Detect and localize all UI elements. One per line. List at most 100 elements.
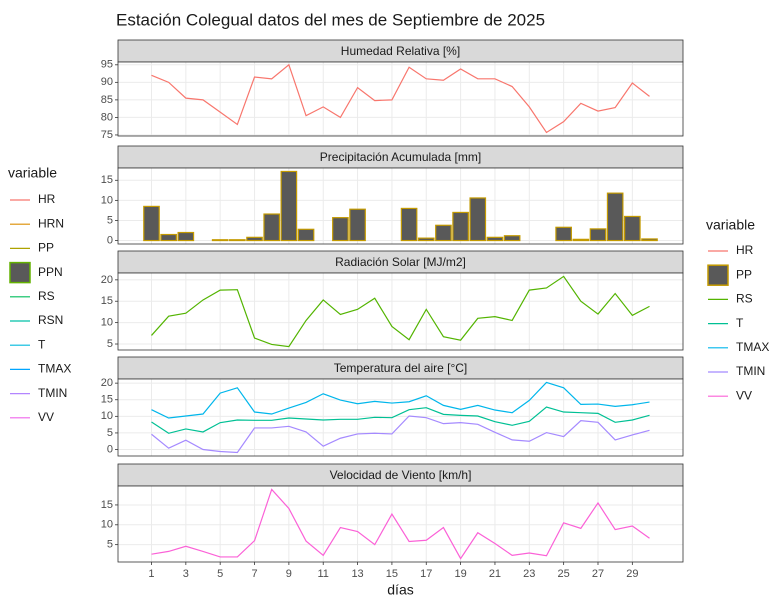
legend-label: HRN xyxy=(38,216,64,230)
y-tick-label: 75 xyxy=(101,129,113,141)
bar xyxy=(177,231,195,242)
y-tick-label: 10 xyxy=(101,519,113,531)
bar xyxy=(417,237,435,242)
x-tick-label: 27 xyxy=(592,568,604,580)
strip-label: Humedad Relativa [%] xyxy=(341,44,460,58)
strip-label: Velocidad de Viento [km/h] xyxy=(330,468,472,482)
series-line xyxy=(151,406,650,434)
x-tick-label: 23 xyxy=(523,568,535,580)
x-tick-label: 1 xyxy=(148,568,154,580)
bar xyxy=(160,233,177,242)
x-tick-label: 25 xyxy=(558,568,570,580)
legend-label: HR xyxy=(38,192,56,206)
panel xyxy=(118,62,683,136)
bar xyxy=(486,236,504,242)
y-tick-label: 5 xyxy=(107,214,113,226)
x-tick-label: 11 xyxy=(318,568,329,580)
panel xyxy=(118,273,683,350)
bar xyxy=(641,238,658,242)
x-axis-label: días xyxy=(387,582,413,597)
bar xyxy=(435,224,452,242)
legend-label: PP xyxy=(38,241,54,255)
y-tick-label: 0 xyxy=(107,443,113,455)
legend-label: RSN xyxy=(38,313,63,327)
legend-key xyxy=(9,261,31,284)
y-tick-label: 15 xyxy=(101,394,113,406)
x-tick-label: 21 xyxy=(489,568,501,580)
x-tick-label: 7 xyxy=(251,568,257,580)
legend-label: T xyxy=(38,337,46,351)
x-tick-label: 5 xyxy=(217,568,223,580)
bar xyxy=(332,217,349,242)
bar xyxy=(572,238,590,242)
y-tick-label: 20 xyxy=(101,377,113,389)
bar xyxy=(452,211,469,242)
bar xyxy=(589,228,607,242)
legend-label: PP xyxy=(736,267,752,281)
panel-border xyxy=(117,272,684,351)
bar xyxy=(606,192,624,242)
x-tick-label: 13 xyxy=(351,568,363,580)
legend-key xyxy=(707,264,729,286)
strip-label: Radiación Solar [MJ/m2] xyxy=(335,255,466,269)
x-tick-label: 9 xyxy=(286,568,292,580)
series-line xyxy=(151,275,650,348)
y-tick-label: 80 xyxy=(101,111,113,123)
panel-border xyxy=(117,61,684,137)
bar xyxy=(143,205,160,242)
y-tick-label: 5 xyxy=(107,338,113,350)
legend-label: TMAX xyxy=(736,340,769,354)
legend-label: VV xyxy=(38,410,54,424)
x-tick-label: 17 xyxy=(420,568,432,580)
strip-label: Precipitación Acumulada [mm] xyxy=(320,150,481,164)
panel-border xyxy=(117,167,684,245)
y-tick-label: 5 xyxy=(107,427,113,439)
legend-label: TMIN xyxy=(38,386,67,400)
bar xyxy=(624,215,641,242)
series-line xyxy=(151,63,650,134)
y-tick-label: 15 xyxy=(101,499,113,511)
y-tick-label: 15 xyxy=(101,174,113,186)
bar xyxy=(211,239,229,242)
bar xyxy=(280,170,298,242)
y-tick-label: 20 xyxy=(101,274,113,286)
panel xyxy=(118,486,683,562)
x-tick-label: 3 xyxy=(183,568,189,580)
panel xyxy=(118,379,683,456)
legend-label: T xyxy=(736,316,744,330)
bar xyxy=(229,239,246,242)
legend-label: PPN xyxy=(38,265,63,279)
y-tick-label: 10 xyxy=(101,194,113,206)
legend-label: VV xyxy=(736,388,752,402)
legend-label: HR xyxy=(736,243,754,257)
x-tick-label: 15 xyxy=(386,568,398,580)
y-tick-label: 0 xyxy=(107,234,113,246)
y-tick-label: 5 xyxy=(107,539,113,551)
y-tick-label: 15 xyxy=(101,295,113,307)
bar xyxy=(297,228,315,242)
bar xyxy=(349,208,366,242)
bar xyxy=(555,226,572,242)
chart-title: Estación Colegual datos del mes de Septi… xyxy=(116,10,545,29)
legend-label: RS xyxy=(736,292,753,306)
series-line xyxy=(151,381,650,419)
legend-label: RS xyxy=(38,289,55,303)
strip-label: Temperatura del aire [°C] xyxy=(334,361,468,375)
legend-label: TMAX xyxy=(38,362,71,376)
legend-title: variable xyxy=(706,217,755,233)
bar xyxy=(469,197,487,242)
bar xyxy=(263,213,281,242)
bar xyxy=(246,236,263,242)
panel-border xyxy=(117,378,684,457)
y-tick-label: 10 xyxy=(101,410,113,422)
panel-border xyxy=(117,485,684,563)
bar xyxy=(503,235,521,242)
legend-label: TMIN xyxy=(736,364,765,378)
series-line xyxy=(151,415,650,454)
y-tick-label: 90 xyxy=(101,76,113,88)
y-tick-label: 95 xyxy=(101,59,113,71)
x-tick-label: 19 xyxy=(454,568,466,580)
series-line xyxy=(151,488,650,560)
bar xyxy=(400,207,418,242)
